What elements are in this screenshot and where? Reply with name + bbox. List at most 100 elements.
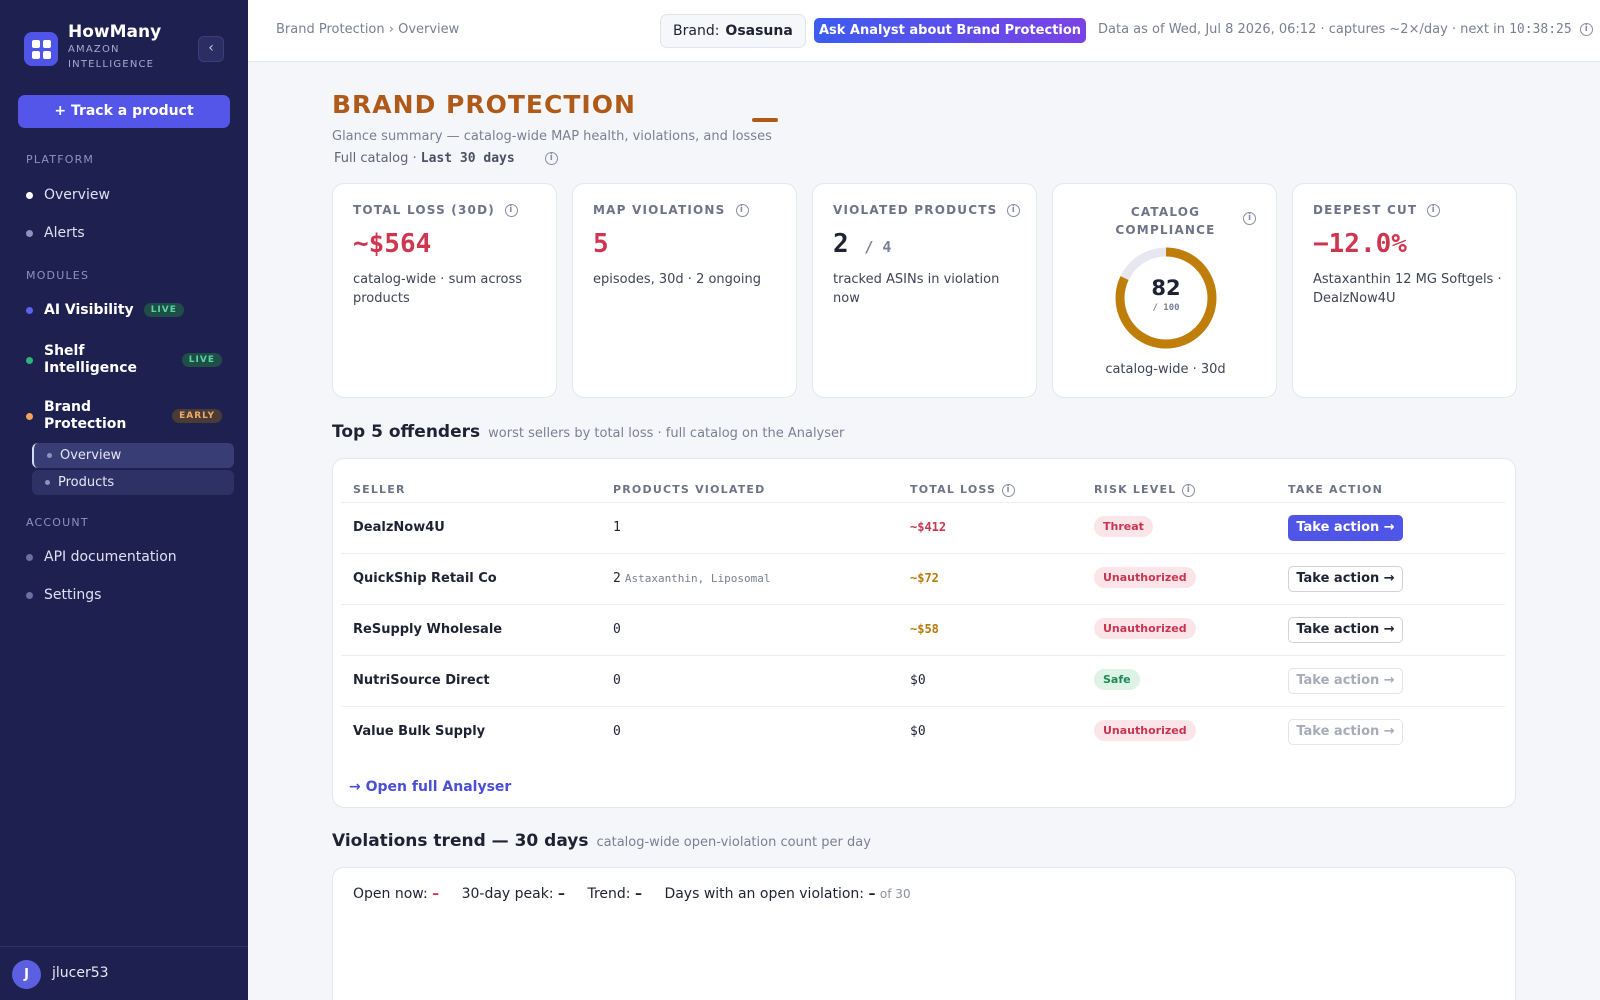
sidebar: HowMany AMAZON INTELLIGENCE ‹ + Track a … xyxy=(0,0,248,1000)
title-accent xyxy=(752,118,778,122)
offenders-heading: Top 5 offenders worst sellers by total lo… xyxy=(332,422,844,442)
data-freshness-text: Data as of Wed, Jul 8 2026, 06:12 · capt… xyxy=(1098,22,1510,37)
stat-value: – xyxy=(868,886,876,902)
table-row: NutriSource Direct 0 $0 Safe Take action… xyxy=(341,655,1505,706)
kpi-label: CATALOG COMPLIANCE xyxy=(1053,203,1278,239)
sidebar-item-label: Alerts xyxy=(44,225,85,241)
collapse-sidebar-button[interactable]: ‹ xyxy=(198,36,224,62)
bullet-icon xyxy=(26,356,33,364)
seller-name[interactable]: DealzNow4U xyxy=(353,520,445,535)
total-loss: $0 xyxy=(910,724,926,739)
trend-card: Open now: – 30-day peak: – Trend: – Days… xyxy=(332,867,1516,1000)
sidebar-item-settings[interactable]: Settings xyxy=(26,587,101,603)
nav-section-modules: MODULES xyxy=(26,269,90,282)
info-icon[interactable]: i xyxy=(1427,204,1441,217)
stat-value: – xyxy=(432,886,440,902)
kpi-desc: episodes, 30d · 2 ongoing xyxy=(593,272,761,287)
sidebar-item-shelf-intelligence[interactable]: Shelf Intelligence LIVE xyxy=(26,343,222,377)
info-icon[interactable]: i xyxy=(544,152,558,165)
seller-name[interactable]: Value Bulk Supply xyxy=(353,724,486,739)
stat-label: Days with an open violation: xyxy=(664,886,865,902)
bullet-icon xyxy=(45,480,50,485)
sidebar-item-overview[interactable]: Overview xyxy=(26,187,110,203)
data-freshness: Data as of Wed, Jul 8 2026, 06:12 · capt… xyxy=(1098,22,1593,37)
subnav-products[interactable]: Products xyxy=(32,470,234,495)
products-count: 1 xyxy=(613,520,621,535)
scope-line: Full catalog · Last 30 days i xyxy=(334,151,558,166)
table-row: Value Bulk Supply 0 $0 Unauthorized Take… xyxy=(341,706,1505,757)
gauge-arc xyxy=(1115,247,1217,349)
kpi-desc: catalog-wide · sum across products xyxy=(353,272,523,306)
sidebar-item-label: AI Visibility xyxy=(44,302,134,318)
kpi-desc: catalog-wide · 30d xyxy=(1105,362,1226,377)
brand-selector[interactable]: Brand: Osasuna xyxy=(660,14,806,48)
kpi-label-text: TOTAL LOSS (30D) xyxy=(353,203,495,217)
info-icon[interactable]: i xyxy=(735,204,749,217)
sidebar-item-label: Overview xyxy=(44,187,110,203)
kpi-total-loss: TOTAL LOSS (30D) i ~$564 catalog-wide · s… xyxy=(332,183,557,398)
scope-range[interactable]: Last 30 days xyxy=(420,151,515,166)
risk-badge: Threat xyxy=(1094,516,1153,537)
compliance-score: 82 xyxy=(1151,276,1181,300)
sidebar-item-label: Shelf Intelligence xyxy=(44,343,138,376)
info-icon[interactable]: i xyxy=(1007,204,1021,217)
brand-header[interactable]: HowMany AMAZON INTELLIGENCE xyxy=(24,22,224,72)
take-action-button[interactable]: Take action → xyxy=(1288,668,1403,694)
sidebar-item-alerts[interactable]: Alerts xyxy=(26,225,85,241)
app-subtitle: AMAZON INTELLIGENCE xyxy=(68,44,155,70)
ask-analyst-button[interactable]: Ask Analyst about Brand Protection xyxy=(814,18,1086,43)
bullet-icon xyxy=(26,591,33,599)
take-action-button[interactable]: Take action → xyxy=(1288,515,1403,541)
kpi-label-text: VIOLATED PRODUCTS xyxy=(833,203,998,217)
kpi-value: ~$564 xyxy=(353,229,432,259)
risk-badge: Unauthorized xyxy=(1094,618,1196,639)
app-name: HowMany xyxy=(68,22,162,42)
page-subtitle: Glance summary — catalog-wide MAP health… xyxy=(332,129,772,144)
seller-name[interactable]: NutriSource Direct xyxy=(353,673,490,688)
username: jlucer53 xyxy=(52,965,109,981)
user-menu[interactable]: J jlucer53 xyxy=(0,946,248,1000)
kpi-label: VIOLATED PRODUCTS i xyxy=(833,203,1021,217)
kpi-value-number: 2 xyxy=(833,229,849,259)
bullet-icon xyxy=(47,453,52,458)
take-action-button[interactable]: Take action → xyxy=(1288,566,1403,592)
info-icon[interactable]: i xyxy=(1243,212,1256,225)
seller-name[interactable]: ReSupply Wholesale xyxy=(353,622,503,637)
sidebar-item-brand-protection[interactable]: Brand Protection EARLY xyxy=(26,399,222,433)
products-count: 0 xyxy=(613,724,621,739)
take-action-button[interactable]: Take action → xyxy=(1288,719,1403,745)
sidebar-item-ai-visibility[interactable]: AI Visibility LIVE xyxy=(26,302,184,318)
subnav-overview[interactable]: Overview xyxy=(32,443,234,468)
table-row: DealzNow4U 1 ~$412 Threat Take action → xyxy=(341,502,1505,553)
seller-name[interactable]: QuickShip Retail Co xyxy=(353,571,497,586)
kpi-value: −12.0% xyxy=(1313,229,1407,259)
total-loss: ~$412 xyxy=(910,520,947,534)
next-capture-countdown: 10:38:25 xyxy=(1509,22,1572,37)
compliance-gauge xyxy=(1115,247,1217,349)
info-icon[interactable]: i xyxy=(1579,23,1593,36)
info-icon[interactable]: i xyxy=(504,204,518,217)
nav-section-platform: PLATFORM xyxy=(26,153,95,166)
breadcrumb[interactable]: Brand Protection › Overview xyxy=(276,22,460,37)
risk-badge: Unauthorized xyxy=(1094,720,1196,741)
column-header-take-action: TAKE ACTION xyxy=(1288,483,1383,496)
kpi-label: TOTAL LOSS (30D) i xyxy=(353,203,518,217)
take-action-button[interactable]: Take action → xyxy=(1288,617,1403,643)
products-count: 0 xyxy=(613,673,621,688)
open-analyser-link[interactable]: → Open full Analyser xyxy=(349,779,512,795)
kpi-label: DEEPEST CUT i xyxy=(1313,203,1441,217)
kpi-value: 5 xyxy=(593,229,609,259)
section-subtitle: worst sellers by total loss · full catal… xyxy=(488,426,845,441)
page-title: BRAND PROTECTION xyxy=(332,90,636,119)
app-logo-icon xyxy=(24,32,58,66)
track-product-button[interactable]: + Track a product xyxy=(18,95,230,128)
column-header-risk-level: RISK LEVEL i xyxy=(1094,483,1196,497)
table-row: QuickShip Retail Co 2 Astaxanthin, Liposo… xyxy=(341,553,1505,604)
info-icon[interactable]: i xyxy=(1182,483,1196,497)
trend-stats: Open now: – 30-day peak: – Trend: – Days… xyxy=(353,886,929,902)
kpi-catalog-compliance: CATALOG COMPLIANCE i 82 / 100 catalog-wi… xyxy=(1052,183,1277,398)
products-violated: 2 Astaxanthin, Liposomal xyxy=(613,571,771,586)
kpi-desc: Astaxanthin 12 MG Softgels · DealzNow4U xyxy=(1313,272,1502,306)
info-icon[interactable]: i xyxy=(1002,483,1016,497)
sidebar-item-api-docs[interactable]: API documentation xyxy=(26,549,177,565)
